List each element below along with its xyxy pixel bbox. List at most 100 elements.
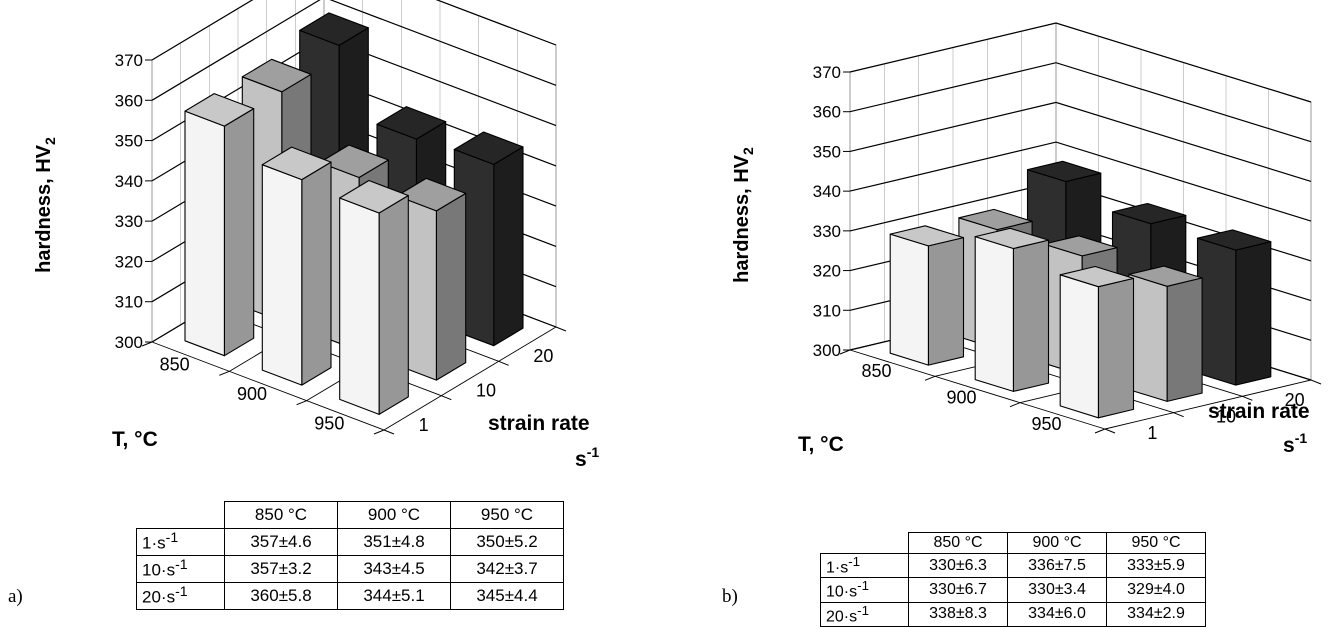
z-tick xyxy=(383,429,395,435)
y-tick-label: 300 xyxy=(813,341,841,360)
bar-front-face xyxy=(974,236,1014,392)
z-axis-title-unit: s-1 xyxy=(1283,430,1307,457)
table-row-header: 10·s-1 xyxy=(136,555,225,583)
table-row: 10·s-1 357±3.2 343±4.5 342±3.7 xyxy=(136,555,564,583)
z-tick xyxy=(441,395,452,401)
gridline xyxy=(849,62,1312,143)
chart-b: 300 310 320 330 340 350 360 370 850 900 950 1 10 20 ha… xyxy=(731,22,1322,457)
bar-top-face xyxy=(339,179,409,214)
table-row-header: 10·s-1 xyxy=(820,577,909,603)
table-header-row: 850 °C 900 °C 950 °C xyxy=(820,532,1206,554)
panel-label-a: a) xyxy=(8,586,23,607)
y-tick-label: 370 xyxy=(813,63,841,82)
table-corner-cell xyxy=(136,501,225,529)
bar-top-face xyxy=(1128,265,1203,287)
y-tick-label: 340 xyxy=(813,182,841,201)
y-axis-title: hardness, HV2 xyxy=(731,147,756,283)
table-corner-cell xyxy=(820,532,909,554)
y-tick-label: 370 xyxy=(115,51,143,70)
bar-top-face xyxy=(1059,265,1135,288)
table-cell: 350±5.2 xyxy=(450,528,564,556)
bar xyxy=(1128,265,1203,402)
x-tick-label: 950 xyxy=(1031,414,1061,434)
gridline xyxy=(849,22,1312,103)
y-tick-label: 330 xyxy=(115,212,143,231)
y-tick-label: 320 xyxy=(813,262,841,281)
z-tick xyxy=(1173,412,1184,418)
gridline xyxy=(151,0,557,101)
z-tick-label: 10 xyxy=(476,381,496,401)
x-tick-label: 900 xyxy=(946,388,976,408)
table-cell: 357±3.2 xyxy=(224,555,338,583)
table-cell: 333±5.9 xyxy=(1106,552,1206,579)
bar-top-face xyxy=(299,12,369,46)
x-tick xyxy=(1009,402,1021,408)
bar xyxy=(1059,265,1135,419)
bar-top-face xyxy=(396,177,467,212)
x-tick xyxy=(141,341,153,347)
y-tick-label: 340 xyxy=(115,172,143,191)
table-header-row: 850 °C 900 °C 950 °C xyxy=(136,501,564,529)
bar-front-face xyxy=(339,197,380,415)
floor-gridline xyxy=(151,341,385,431)
table-row: 20·s-1 338±8.3 334±6.0 334±2.9 xyxy=(820,601,1206,627)
x-tick-label: 900 xyxy=(237,384,267,404)
table-column-header: 900 °C xyxy=(337,501,451,529)
z-axis-unit-superscript: -1 xyxy=(1295,430,1308,446)
x-tick xyxy=(373,429,385,435)
table-column-header: 900 °C xyxy=(1007,532,1107,554)
panel-label-b: b) xyxy=(722,586,738,607)
gridline xyxy=(849,141,1312,222)
table-cell: 336±7.5 xyxy=(1007,552,1107,579)
table-column-header: 950 °C xyxy=(450,501,564,529)
y-tick-label: 320 xyxy=(115,252,143,271)
z-axis-unit: s xyxy=(575,448,587,471)
bar-top-face xyxy=(1111,202,1187,225)
table-cell: 329±4.0 xyxy=(1106,577,1206,603)
bar-front-face xyxy=(1059,274,1099,419)
bar xyxy=(889,225,965,366)
z-axis-title: strain rate xyxy=(1208,400,1310,423)
bar xyxy=(261,146,332,386)
table-cell: 338±8.3 xyxy=(908,601,1008,627)
bar-top-face xyxy=(319,144,389,179)
bar-top-face xyxy=(241,58,312,93)
bar-front-face xyxy=(184,110,225,357)
bar-front-face xyxy=(1128,273,1168,402)
x-tick-label: 950 xyxy=(314,413,344,433)
x-tick xyxy=(1094,428,1106,434)
table-cell: 330±6.3 xyxy=(908,552,1008,579)
y-axis-title-subscript: 2 xyxy=(42,137,58,145)
bar-front-face xyxy=(1196,237,1237,386)
gridline xyxy=(151,0,557,61)
bar xyxy=(184,93,255,357)
table-row-header: 20·s-1 xyxy=(136,582,225,610)
floor-gridline xyxy=(849,349,1106,430)
bar-top-face xyxy=(1026,160,1102,183)
floor-gridline xyxy=(383,326,557,431)
z-tick xyxy=(555,326,567,332)
bar-top-face xyxy=(889,225,965,247)
x-axis-title: T, °C xyxy=(112,428,158,451)
table-cell: 360±5.8 xyxy=(224,582,338,610)
table-row: 1·s-1 330±6.3 336±7.5 333±5.9 xyxy=(820,552,1206,579)
y-tick-label: 330 xyxy=(813,222,841,241)
x-tick xyxy=(219,370,230,376)
x-tick xyxy=(296,400,307,406)
chart-panel-b: 300 310 320 330 340 350 360 370 850 900 950 1 10 20 ha… xyxy=(666,0,1332,627)
bar-top-face xyxy=(958,208,1033,231)
z-tick xyxy=(1310,379,1322,385)
bar-side-face xyxy=(927,237,965,366)
z-tick-label: 20 xyxy=(1285,390,1305,410)
z-tick xyxy=(1104,428,1116,434)
x-tick xyxy=(839,349,851,355)
table-cell: 330±3.4 xyxy=(1007,577,1107,603)
bar xyxy=(974,227,1050,392)
chart-a: 300 310 320 330 340 350 360 370 850 900 950 1 10 20 ha… xyxy=(33,0,599,471)
table-cell: 345±4.4 xyxy=(450,582,564,610)
x-axis-title: T, °C xyxy=(798,433,844,456)
bar-front-face xyxy=(261,164,303,386)
table-row: 20·s-1 360±5.8 344±5.1 345±4.4 xyxy=(136,582,564,610)
bar-side-face xyxy=(1235,241,1272,386)
table-column-header: 850 °C xyxy=(908,532,1008,554)
